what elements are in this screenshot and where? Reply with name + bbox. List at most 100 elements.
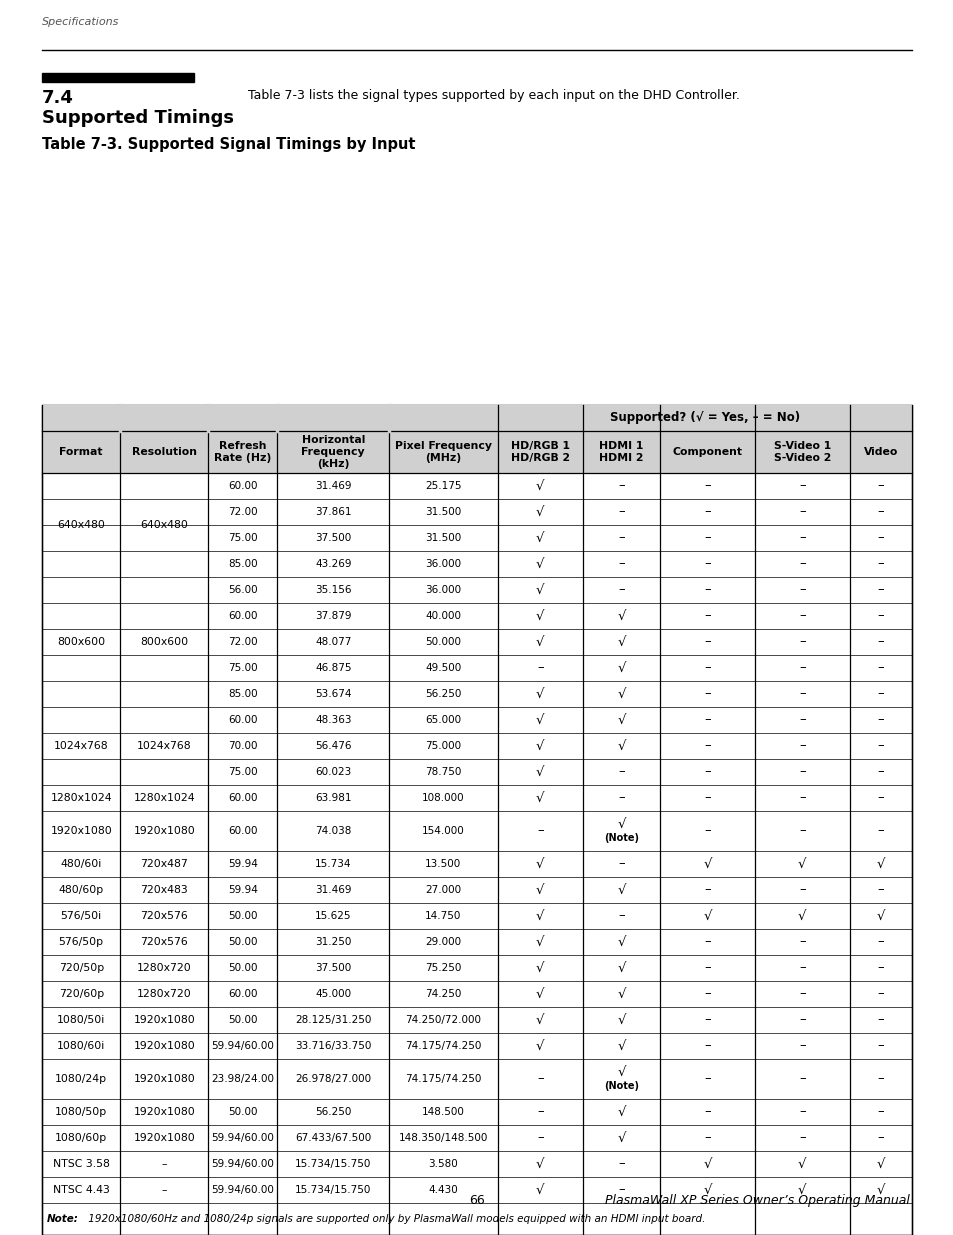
- Text: 1024x768: 1024x768: [54, 741, 109, 751]
- Text: NTSC 3.58: NTSC 3.58: [52, 1158, 110, 1170]
- Text: 50.00: 50.00: [228, 1107, 257, 1116]
- Text: 60.00: 60.00: [228, 826, 257, 836]
- Text: Table 7-3. Supported Signal Timings by Input: Table 7-3. Supported Signal Timings by I…: [42, 137, 416, 152]
- Text: –: –: [877, 935, 883, 948]
- Text: 36.000: 36.000: [425, 585, 461, 595]
- Text: –: –: [799, 505, 804, 519]
- Text: 67.433/67.500: 67.433/67.500: [294, 1132, 371, 1144]
- Text: 72.00: 72.00: [228, 508, 257, 517]
- Text: √: √: [702, 909, 711, 923]
- Text: 1920x1080: 1920x1080: [133, 1015, 195, 1025]
- Text: √: √: [536, 531, 544, 545]
- Text: –: –: [799, 1014, 804, 1026]
- Text: –: –: [877, 557, 883, 571]
- Text: HD/RGB 1
HD/RGB 2: HD/RGB 1 HD/RGB 2: [510, 441, 569, 463]
- Text: –: –: [537, 662, 543, 674]
- Text: 60.00: 60.00: [228, 715, 257, 725]
- Text: –: –: [162, 1186, 167, 1195]
- Text: –: –: [618, 583, 624, 597]
- Text: 1024x768: 1024x768: [137, 741, 192, 751]
- Text: –: –: [877, 531, 883, 545]
- Text: –: –: [877, 766, 883, 778]
- Text: √: √: [617, 714, 625, 726]
- Text: –: –: [537, 1131, 543, 1145]
- Text: –: –: [799, 688, 804, 700]
- Text: 1080/50p: 1080/50p: [55, 1107, 108, 1116]
- Text: Supported Timings: Supported Timings: [42, 109, 233, 127]
- Text: –: –: [877, 1105, 883, 1119]
- Text: –: –: [799, 792, 804, 804]
- Text: √: √: [617, 1014, 625, 1026]
- Text: 720/60p: 720/60p: [58, 989, 104, 999]
- Text: √: √: [536, 909, 544, 923]
- Text: –: –: [799, 766, 804, 778]
- Text: 25.175: 25.175: [425, 480, 461, 492]
- Text: Supported? (√ = Yes, – = No): Supported? (√ = Yes, – = No): [609, 411, 800, 425]
- Text: –: –: [799, 557, 804, 571]
- Text: 72.00: 72.00: [228, 637, 257, 647]
- Text: Horizontal
Frequency
(kHz): Horizontal Frequency (kHz): [301, 436, 365, 468]
- Text: –: –: [537, 825, 543, 837]
- Text: √: √: [798, 1157, 805, 1171]
- Text: 74.038: 74.038: [314, 826, 351, 836]
- Text: –: –: [877, 714, 883, 726]
- Text: 59.94: 59.94: [228, 860, 257, 869]
- Text: 31.469: 31.469: [314, 480, 351, 492]
- Text: –: –: [703, 825, 710, 837]
- Text: √: √: [536, 792, 544, 804]
- Text: –: –: [877, 583, 883, 597]
- Text: 720x576: 720x576: [140, 911, 188, 921]
- Text: √: √: [536, 857, 544, 871]
- Text: –: –: [703, 1040, 710, 1052]
- Text: √: √: [536, 935, 544, 948]
- Text: √: √: [876, 857, 884, 871]
- Text: 27.000: 27.000: [425, 885, 461, 895]
- Text: √: √: [617, 962, 625, 974]
- Text: √: √: [536, 1183, 544, 1197]
- Text: –: –: [877, 636, 883, 648]
- Text: –: –: [703, 740, 710, 752]
- Text: √: √: [617, 1040, 625, 1052]
- Text: –: –: [618, 1157, 624, 1171]
- Text: 59.94/60.00: 59.94/60.00: [212, 1158, 274, 1170]
- Text: 53.674: 53.674: [314, 689, 351, 699]
- Text: 59.94/60.00: 59.94/60.00: [212, 1132, 274, 1144]
- Text: –: –: [703, 792, 710, 804]
- Text: 29.000: 29.000: [425, 937, 461, 947]
- Text: 37.500: 37.500: [314, 534, 351, 543]
- Text: 720x487: 720x487: [140, 860, 188, 869]
- Text: √: √: [617, 1066, 625, 1078]
- Text: 1920x1080: 1920x1080: [51, 826, 112, 836]
- Text: √: √: [536, 610, 544, 622]
- Text: 31.469: 31.469: [314, 885, 351, 895]
- Text: –: –: [703, 688, 710, 700]
- Text: 800x600: 800x600: [140, 637, 189, 647]
- Text: –: –: [799, 935, 804, 948]
- Text: –: –: [703, 988, 710, 1000]
- Text: –: –: [618, 792, 624, 804]
- Text: 14.750: 14.750: [425, 911, 461, 921]
- Text: Refresh
Rate (Hz): Refresh Rate (Hz): [214, 441, 272, 463]
- Text: –: –: [799, 740, 804, 752]
- Text: –: –: [703, 557, 710, 571]
- Text: 720x576: 720x576: [140, 937, 188, 947]
- Text: –: –: [537, 1072, 543, 1086]
- Text: –: –: [618, 531, 624, 545]
- Text: –: –: [703, 636, 710, 648]
- Text: –: –: [799, 825, 804, 837]
- Text: 1280x720: 1280x720: [137, 989, 192, 999]
- Text: 148.500: 148.500: [421, 1107, 464, 1116]
- Text: 46.875: 46.875: [314, 663, 351, 673]
- Text: 74.250/72.000: 74.250/72.000: [405, 1015, 481, 1025]
- Text: √: √: [876, 909, 884, 923]
- Text: 43.269: 43.269: [314, 559, 351, 569]
- Text: 1920x1080: 1920x1080: [133, 1074, 195, 1084]
- Text: Note:: Note:: [47, 1214, 79, 1224]
- Text: 31.500: 31.500: [425, 534, 461, 543]
- Text: √: √: [536, 714, 544, 726]
- Text: √: √: [617, 818, 625, 830]
- Bar: [42, 73, 193, 82]
- Text: 75.00: 75.00: [228, 767, 257, 777]
- Text: 48.077: 48.077: [314, 637, 351, 647]
- Text: –: –: [799, 962, 804, 974]
